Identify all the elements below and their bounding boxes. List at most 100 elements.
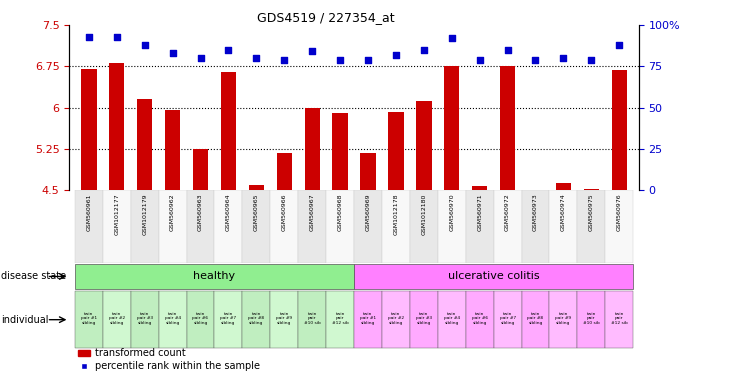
Point <box>111 33 123 40</box>
FancyBboxPatch shape <box>75 190 103 263</box>
FancyBboxPatch shape <box>187 190 215 263</box>
FancyBboxPatch shape <box>75 264 354 289</box>
Bar <box>583 189 599 190</box>
Text: twin
pair #7
sibling: twin pair #7 sibling <box>499 312 515 325</box>
Point <box>418 47 430 53</box>
FancyBboxPatch shape <box>242 291 270 348</box>
Point <box>223 47 234 53</box>
FancyBboxPatch shape <box>326 291 354 348</box>
Bar <box>304 108 320 190</box>
FancyBboxPatch shape <box>438 291 466 348</box>
FancyBboxPatch shape <box>605 190 633 263</box>
Text: twin
pair #9
sibling: twin pair #9 sibling <box>276 312 292 325</box>
Bar <box>416 101 431 190</box>
FancyBboxPatch shape <box>270 291 299 348</box>
FancyBboxPatch shape <box>242 190 270 263</box>
Text: twin
pair
#10 sib: twin pair #10 sib <box>304 312 320 325</box>
Bar <box>388 112 404 190</box>
Point <box>195 55 207 61</box>
Bar <box>500 66 515 190</box>
Text: GSM560964: GSM560964 <box>226 194 231 231</box>
Bar <box>612 70 627 190</box>
FancyBboxPatch shape <box>299 190 326 263</box>
Text: GSM1012179: GSM1012179 <box>142 194 147 235</box>
Bar <box>277 153 292 190</box>
FancyBboxPatch shape <box>354 264 633 289</box>
Text: healthy: healthy <box>193 271 236 281</box>
Point <box>250 55 262 61</box>
Text: GSM560968: GSM560968 <box>337 194 342 231</box>
Text: twin
pair #2
sibling: twin pair #2 sibling <box>109 312 125 325</box>
Point <box>334 56 346 63</box>
Text: twin
pair
#10 sib: twin pair #10 sib <box>583 312 599 325</box>
FancyBboxPatch shape <box>215 291 242 348</box>
Text: GSM560965: GSM560965 <box>254 194 259 231</box>
Text: disease state: disease state <box>1 271 66 281</box>
Text: individual: individual <box>1 314 48 325</box>
Text: GSM560972: GSM560972 <box>505 194 510 232</box>
Text: twin
pair #4
sibling: twin pair #4 sibling <box>164 312 181 325</box>
Title: GDS4519 / 227354_at: GDS4519 / 227354_at <box>257 11 394 24</box>
FancyBboxPatch shape <box>550 190 577 263</box>
Bar <box>109 63 125 190</box>
Bar <box>361 153 376 190</box>
FancyBboxPatch shape <box>299 291 326 348</box>
Point <box>362 56 374 63</box>
Legend: transformed count, percentile rank within the sample: transformed count, percentile rank withi… <box>74 344 264 375</box>
Text: GSM560963: GSM560963 <box>198 194 203 231</box>
Point <box>530 56 542 63</box>
FancyBboxPatch shape <box>187 291 215 348</box>
Text: twin
pair #7
sibling: twin pair #7 sibling <box>220 312 237 325</box>
FancyBboxPatch shape <box>438 190 466 263</box>
Text: twin
pair #1
sibling: twin pair #1 sibling <box>81 312 97 325</box>
Text: twin
pair #9
sibling: twin pair #9 sibling <box>556 312 572 325</box>
FancyBboxPatch shape <box>103 190 131 263</box>
FancyBboxPatch shape <box>354 291 382 348</box>
FancyBboxPatch shape <box>466 190 493 263</box>
Bar <box>472 186 488 190</box>
FancyBboxPatch shape <box>410 291 438 348</box>
Bar <box>249 185 264 190</box>
Text: twin
pair #3
sibling: twin pair #3 sibling <box>137 312 153 325</box>
FancyBboxPatch shape <box>382 190 410 263</box>
Text: GSM560970: GSM560970 <box>449 194 454 231</box>
Text: GSM560971: GSM560971 <box>477 194 482 231</box>
FancyBboxPatch shape <box>521 291 550 348</box>
Text: GSM560961: GSM560961 <box>86 194 91 231</box>
Bar <box>220 72 236 190</box>
FancyBboxPatch shape <box>131 291 158 348</box>
Text: GSM560962: GSM560962 <box>170 194 175 231</box>
FancyBboxPatch shape <box>577 190 605 263</box>
Text: twin
pair
#12 sib: twin pair #12 sib <box>331 312 348 325</box>
FancyBboxPatch shape <box>354 190 382 263</box>
FancyBboxPatch shape <box>270 190 299 263</box>
FancyBboxPatch shape <box>215 190 242 263</box>
Point <box>390 51 402 58</box>
Text: GSM560973: GSM560973 <box>533 194 538 232</box>
Text: GSM560969: GSM560969 <box>366 194 371 231</box>
FancyBboxPatch shape <box>158 291 187 348</box>
FancyBboxPatch shape <box>493 291 521 348</box>
Text: GSM560967: GSM560967 <box>310 194 315 231</box>
FancyBboxPatch shape <box>410 190 438 263</box>
FancyBboxPatch shape <box>521 190 550 263</box>
Bar <box>332 113 347 190</box>
Text: twin
pair #4
sibling: twin pair #4 sibling <box>444 312 460 325</box>
Text: twin
pair #8
sibling: twin pair #8 sibling <box>527 312 544 325</box>
FancyBboxPatch shape <box>493 190 521 263</box>
Point <box>83 33 95 40</box>
FancyBboxPatch shape <box>550 291 577 348</box>
FancyBboxPatch shape <box>158 190 187 263</box>
Text: twin
pair #6
sibling: twin pair #6 sibling <box>193 312 209 325</box>
Point <box>502 47 513 53</box>
Bar <box>137 99 153 190</box>
Bar <box>165 110 180 190</box>
FancyBboxPatch shape <box>103 291 131 348</box>
Bar <box>444 66 459 190</box>
Point <box>558 55 569 61</box>
FancyBboxPatch shape <box>382 291 410 348</box>
FancyBboxPatch shape <box>131 190 158 263</box>
Point <box>585 56 597 63</box>
Point <box>446 35 458 41</box>
FancyBboxPatch shape <box>466 291 493 348</box>
